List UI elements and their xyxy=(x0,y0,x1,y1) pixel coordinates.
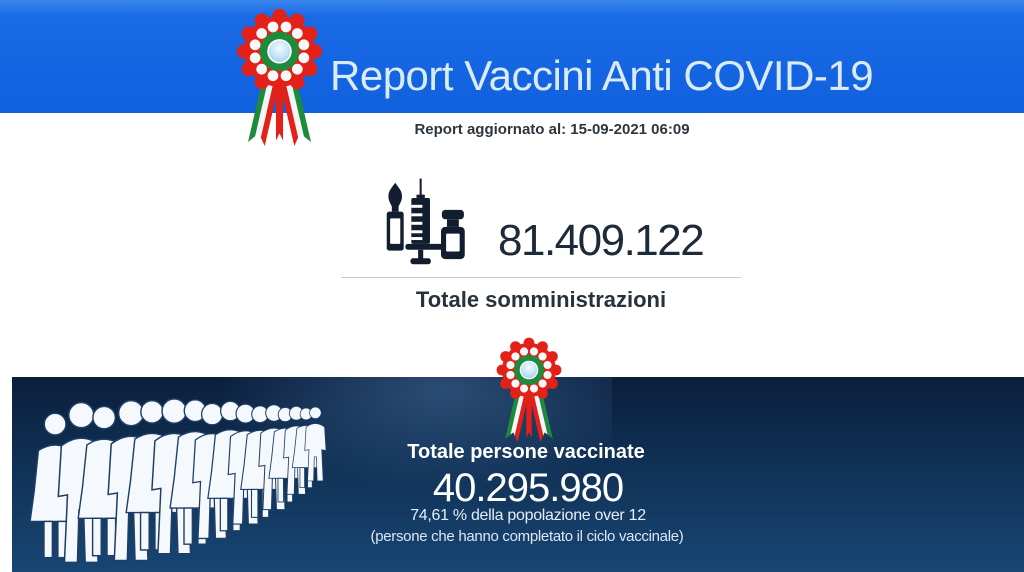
people-queue-illustration xyxy=(29,398,327,564)
total-somministrazioni-value: 81.409.122 xyxy=(498,216,705,265)
syringe-vials-icon xyxy=(386,178,465,265)
total-vaccinated-label: Totale persone vaccinate xyxy=(407,441,645,463)
report-updated-text: Report aggiornato al: 15-09-2021 06:09 xyxy=(414,121,690,138)
vaccinated-note-text: (persone che hanno completato il ciclo v… xyxy=(370,528,684,545)
tricolor-cockade-icon xyxy=(493,334,565,442)
total-somministrazioni-label: Totale somministrazioni xyxy=(415,287,667,312)
divider-line xyxy=(341,277,741,278)
tricolor-cockade-icon xyxy=(232,4,327,146)
total-vaccinated-value: 40.295.980 xyxy=(432,466,624,510)
vaccinated-percent-text: 74,61 % della popolazione over 12 xyxy=(410,507,646,524)
page-title: Report Vaccini Anti COVID-19 xyxy=(330,52,874,100)
header-banner: Report Vaccini Anti COVID-19 xyxy=(0,0,1024,113)
